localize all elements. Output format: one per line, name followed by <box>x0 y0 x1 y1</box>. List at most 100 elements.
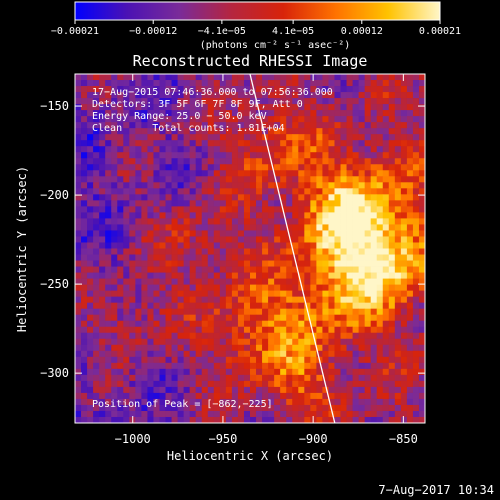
heatmap-cell <box>99 404 106 412</box>
heatmap-cell <box>183 272 191 279</box>
heatmap-cell <box>316 104 323 111</box>
heatmap-cell <box>256 140 263 147</box>
heatmap-cell <box>364 308 372 316</box>
heatmap-cell <box>81 344 88 352</box>
heatmap-cell <box>135 206 142 213</box>
heatmap-cell <box>159 164 166 171</box>
heatmap-cell <box>129 356 136 364</box>
heatmap-cell <box>225 350 233 358</box>
heatmap-cell <box>159 158 166 165</box>
heatmap-cell <box>225 416 233 423</box>
heatmap-cell <box>207 164 215 171</box>
heatmap-cell <box>231 182 239 189</box>
heatmap-cell <box>292 272 299 279</box>
heatmap-cell <box>201 104 209 111</box>
heatmap-cell <box>219 122 227 129</box>
heatmap-cell <box>177 86 185 93</box>
heatmap-cell <box>250 134 257 141</box>
heatmap-cell <box>388 230 396 237</box>
heatmap-cell <box>81 380 88 388</box>
heatmap-cell <box>304 356 311 364</box>
heatmap-cell <box>201 356 209 364</box>
heatmap-cell <box>189 80 197 87</box>
heatmap-cell <box>352 92 360 99</box>
heatmap-cell <box>243 122 251 129</box>
heatmap-cell <box>243 188 251 195</box>
heatmap-cell <box>298 74 305 81</box>
heatmap-cell <box>171 374 178 382</box>
heatmap-cell <box>99 398 106 406</box>
heatmap-cell <box>147 356 154 364</box>
heatmap-cell <box>310 380 317 388</box>
heatmap-cell <box>298 296 305 304</box>
heatmap-cell <box>364 350 372 358</box>
heatmap-cell <box>81 368 88 376</box>
heatmap-cell <box>159 194 166 201</box>
heatmap-cell <box>394 350 402 358</box>
heatmap-cell <box>231 314 239 322</box>
heatmap-cell <box>418 266 425 273</box>
heatmap-cell <box>237 320 245 328</box>
heatmap-cell <box>370 104 378 111</box>
heatmap-cell <box>394 176 402 183</box>
heatmap-cell <box>117 134 124 141</box>
heatmap-cell <box>256 248 263 255</box>
heatmap-cell <box>358 410 366 418</box>
heatmap-cell <box>412 194 420 201</box>
heatmap-cell <box>183 296 191 304</box>
heatmap-cell <box>400 92 408 99</box>
heatmap-cell <box>237 266 245 273</box>
heatmap-cell <box>165 260 172 267</box>
heatmap-cell <box>243 308 251 316</box>
heatmap-cell <box>213 386 221 394</box>
heatmap-cell <box>207 224 215 231</box>
heatmap-cell <box>250 170 257 177</box>
heatmap-cell <box>406 188 414 195</box>
heatmap-cell <box>334 302 341 310</box>
heatmap-cell <box>280 152 287 159</box>
heatmap-cell <box>292 230 299 237</box>
heatmap-cell <box>394 398 402 406</box>
heatmap-cell <box>382 314 390 322</box>
heatmap-cell <box>147 128 154 135</box>
heatmap-cell <box>189 152 197 159</box>
heatmap-cell <box>382 80 390 87</box>
heatmap-cell <box>165 290 172 298</box>
heatmap-cell <box>135 416 142 423</box>
heatmap-cell <box>171 344 178 352</box>
heatmap-cell <box>346 362 353 370</box>
heatmap-cell <box>382 128 390 135</box>
heatmap-cell <box>370 296 378 304</box>
heatmap-cell <box>87 158 94 165</box>
heatmap-cell <box>304 110 311 117</box>
heatmap-cell <box>93 284 100 292</box>
heatmap-cell <box>310 158 317 165</box>
heatmap-cell <box>388 296 396 304</box>
heatmap-cell <box>382 242 390 249</box>
heatmap-cell <box>316 128 323 135</box>
heatmap-cell <box>201 290 209 298</box>
heatmap-cell <box>328 164 335 171</box>
heatmap-cell <box>213 158 221 165</box>
heatmap-cell <box>189 266 197 273</box>
heatmap-cell <box>364 128 372 135</box>
heatmap-cell <box>87 104 94 111</box>
heatmap-cell <box>129 338 136 346</box>
heatmap-cell <box>159 356 166 364</box>
heatmap-cell <box>177 170 185 177</box>
heatmap-cell <box>105 152 112 159</box>
heatmap-cell <box>129 200 136 207</box>
heatmap-cell <box>177 338 185 346</box>
heatmap-cell <box>358 290 366 298</box>
heatmap-cell <box>135 188 142 195</box>
heatmap-cell <box>231 290 239 298</box>
heatmap-cell <box>400 110 408 117</box>
heatmap-cell <box>105 170 112 177</box>
heatmap-cell <box>418 272 425 279</box>
heatmap-cell <box>388 398 396 406</box>
heatmap-cell <box>117 416 124 423</box>
heatmap-cell <box>141 314 148 322</box>
heatmap-cell <box>111 182 118 189</box>
heatmap-cell <box>412 284 420 292</box>
heatmap-cell <box>304 260 311 267</box>
